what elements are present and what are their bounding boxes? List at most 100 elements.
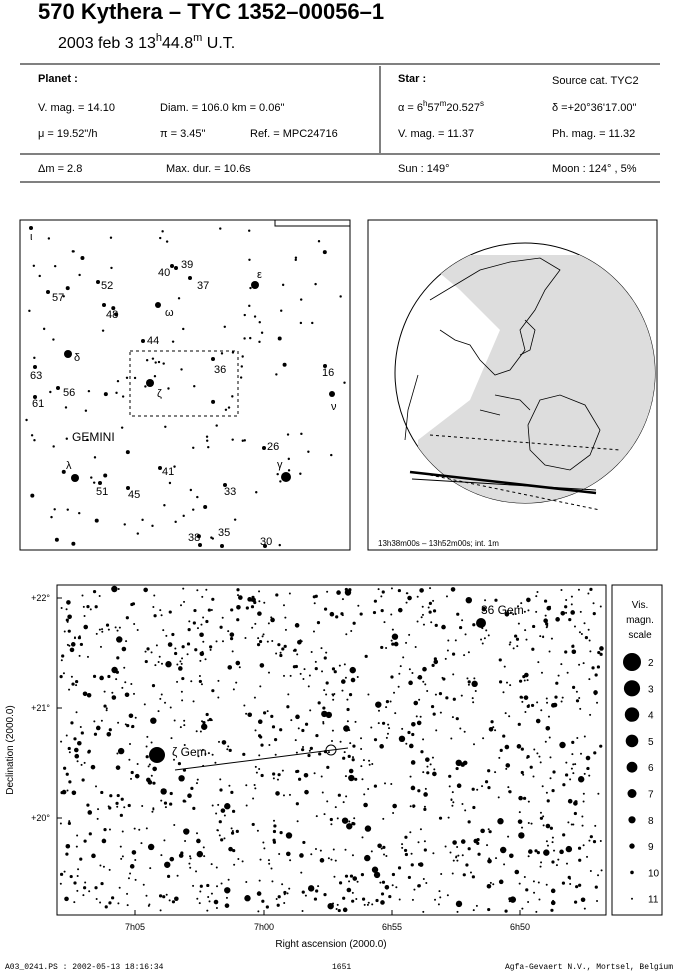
star — [544, 740, 547, 743]
star — [151, 357, 155, 360]
star — [299, 321, 303, 325]
star — [145, 894, 148, 897]
scale-frame — [611, 584, 663, 916]
star — [286, 892, 289, 895]
star — [195, 730, 198, 733]
star — [587, 628, 590, 631]
star — [487, 907, 491, 912]
star — [345, 633, 348, 636]
star — [258, 590, 261, 593]
star — [99, 645, 102, 648]
star — [596, 701, 599, 704]
star — [145, 755, 149, 759]
star — [285, 832, 293, 839]
star — [330, 823, 333, 826]
star — [481, 606, 487, 612]
star — [282, 362, 287, 367]
star — [295, 802, 299, 806]
star — [474, 690, 477, 693]
star — [242, 752, 246, 756]
star — [405, 601, 408, 604]
star — [278, 853, 281, 856]
star — [64, 896, 69, 902]
star — [325, 711, 333, 719]
star — [198, 902, 201, 905]
star — [413, 888, 416, 891]
star — [124, 723, 127, 726]
star — [523, 875, 526, 878]
star — [481, 785, 484, 788]
star — [594, 885, 598, 889]
star — [160, 854, 163, 857]
star — [182, 327, 185, 331]
scale-dot — [626, 761, 638, 773]
star — [518, 882, 521, 885]
star — [241, 439, 244, 442]
star — [561, 696, 564, 699]
star — [410, 785, 416, 791]
planet-diam: Diam. = 106.0 km = 0.06" — [160, 102, 284, 114]
star — [494, 771, 497, 774]
star — [115, 765, 121, 770]
star — [344, 775, 347, 778]
star — [150, 774, 153, 777]
star — [578, 663, 581, 666]
star — [363, 903, 366, 906]
star — [289, 674, 292, 677]
star — [111, 691, 114, 694]
star — [467, 680, 471, 684]
star — [279, 651, 282, 654]
star-label: 36 — [214, 364, 226, 376]
star — [203, 505, 208, 510]
star — [524, 711, 527, 714]
star — [535, 910, 538, 913]
star — [430, 704, 435, 709]
bright-star — [126, 486, 130, 490]
star — [381, 880, 386, 884]
star — [576, 737, 579, 740]
star — [313, 772, 316, 775]
star — [273, 737, 278, 742]
star — [257, 611, 262, 616]
star — [514, 612, 517, 615]
star — [572, 823, 575, 826]
globe-caption: 13h38m00s – 13h52m00s; int. 1m — [378, 539, 499, 548]
star — [160, 614, 163, 617]
star — [283, 674, 286, 677]
star — [144, 659, 148, 664]
star — [517, 722, 521, 726]
star — [414, 646, 417, 649]
star — [514, 634, 518, 638]
star — [183, 828, 190, 835]
star — [545, 840, 548, 843]
star — [267, 671, 270, 674]
star — [211, 399, 216, 404]
star — [244, 895, 251, 902]
star — [349, 742, 352, 745]
star — [520, 602, 523, 605]
star — [427, 606, 430, 609]
star — [480, 828, 485, 834]
star — [371, 866, 379, 873]
star — [152, 781, 156, 785]
star — [42, 327, 46, 331]
star — [462, 760, 468, 766]
star — [512, 647, 515, 650]
star — [455, 759, 462, 767]
star — [346, 887, 352, 893]
star — [218, 834, 221, 837]
star — [348, 768, 354, 774]
star — [455, 766, 459, 771]
star — [315, 889, 319, 893]
star — [184, 800, 187, 803]
star — [332, 848, 335, 851]
star — [452, 840, 457, 845]
scale-dot — [630, 870, 634, 875]
star — [344, 848, 347, 851]
star — [245, 784, 248, 787]
star — [207, 445, 210, 449]
star — [488, 726, 494, 732]
limit-line — [429, 434, 621, 451]
star — [361, 836, 364, 839]
star — [592, 602, 595, 605]
